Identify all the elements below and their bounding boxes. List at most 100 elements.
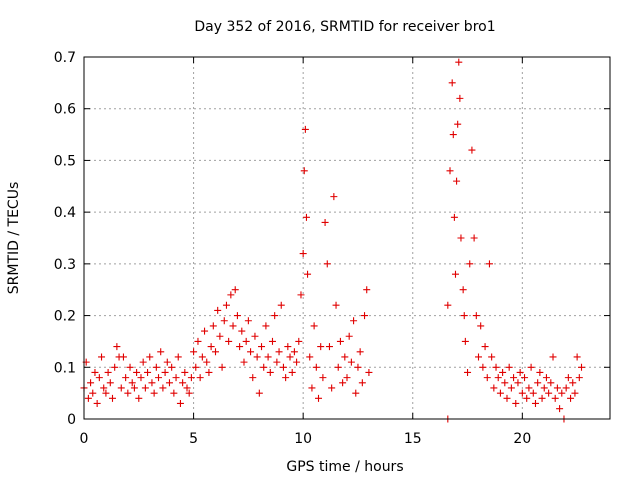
data-point: [284, 343, 292, 351]
data-point: [155, 374, 163, 382]
y-axis-label: SRMTID / TECUs: [6, 182, 22, 295]
data-point: [485, 260, 493, 268]
data-point: [325, 343, 333, 351]
data-point: [527, 363, 535, 371]
data-point: [150, 389, 158, 397]
x-axis-label: GPS time / hours: [286, 459, 403, 475]
data-point: [470, 234, 478, 242]
data-point: [159, 384, 167, 392]
y-tick-label: 0: [67, 412, 76, 428]
data-point: [573, 353, 581, 361]
data-point: [249, 374, 257, 382]
data-point: [205, 368, 213, 376]
data-point: [279, 363, 287, 371]
data-point: [233, 312, 241, 320]
data-point: [163, 358, 171, 366]
data-point: [547, 379, 555, 387]
data-point: [300, 167, 308, 175]
data-markers: [80, 58, 586, 423]
data-point: [529, 389, 537, 397]
y-tick-label: 0.2: [54, 309, 76, 325]
data-point: [299, 250, 307, 258]
data-point: [124, 389, 132, 397]
data-point: [472, 312, 480, 320]
data-point: [542, 374, 550, 382]
data-point: [553, 384, 561, 392]
data-point: [363, 286, 371, 294]
data-point: [297, 291, 305, 299]
data-point: [264, 353, 272, 361]
data-point: [490, 384, 498, 392]
data-point: [152, 363, 160, 371]
data-point: [361, 312, 369, 320]
data-point: [172, 374, 180, 382]
data-point: [347, 358, 355, 366]
data-point: [507, 384, 515, 392]
data-point: [304, 270, 312, 278]
data-point: [227, 291, 235, 299]
data-point: [356, 348, 364, 356]
data-point: [144, 368, 152, 376]
data-point: [466, 260, 474, 268]
data-point: [126, 363, 134, 371]
data-point: [488, 353, 496, 361]
data-point: [496, 389, 504, 397]
data-point: [531, 399, 539, 407]
data-point: [468, 146, 476, 154]
data-point: [459, 286, 467, 294]
data-point: [306, 353, 314, 361]
data-point: [551, 394, 559, 402]
data-point: [108, 394, 116, 402]
data-point: [260, 363, 268, 371]
data-point: [477, 322, 485, 330]
data-point: [113, 343, 121, 351]
data-point: [84, 394, 92, 402]
data-point: [512, 399, 520, 407]
data-point: [247, 348, 255, 356]
data-point: [179, 379, 187, 387]
data-point: [444, 301, 452, 309]
data-point: [242, 337, 250, 345]
data-point: [446, 167, 454, 175]
plot-frame: [83, 56, 611, 420]
data-point: [354, 363, 362, 371]
data-point: [332, 301, 340, 309]
data-point: [301, 125, 309, 133]
data-point: [255, 389, 263, 397]
data-point: [540, 384, 548, 392]
data-point: [258, 343, 266, 351]
x-tick-label: 10: [294, 431, 312, 447]
data-point: [549, 353, 557, 361]
x-tick-label: 15: [404, 431, 422, 447]
data-point: [117, 384, 125, 392]
data-point: [328, 384, 336, 392]
data-point: [334, 363, 342, 371]
data-point: [571, 389, 579, 397]
data-point: [161, 368, 169, 376]
data-point: [102, 389, 110, 397]
data-point: [251, 332, 259, 340]
data-point: [146, 353, 154, 361]
data-point: [170, 389, 178, 397]
data-point: [575, 374, 583, 382]
data-point: [483, 374, 491, 382]
data-point: [339, 379, 347, 387]
data-point: [525, 384, 533, 392]
data-point: [168, 363, 176, 371]
data-point: [268, 337, 276, 345]
data-point: [501, 379, 509, 387]
data-point: [141, 384, 149, 392]
data-point: [449, 131, 457, 139]
data-point: [174, 353, 182, 361]
data-point: [341, 353, 349, 361]
y-tick-label: 0.7: [54, 50, 76, 66]
data-point: [225, 337, 233, 345]
data-point: [203, 358, 211, 366]
data-point: [514, 379, 522, 387]
data-point: [196, 374, 204, 382]
data-point: [98, 353, 106, 361]
data-point: [244, 317, 252, 325]
data-point: [106, 379, 114, 387]
data-point: [282, 374, 290, 382]
data-point: [558, 389, 566, 397]
